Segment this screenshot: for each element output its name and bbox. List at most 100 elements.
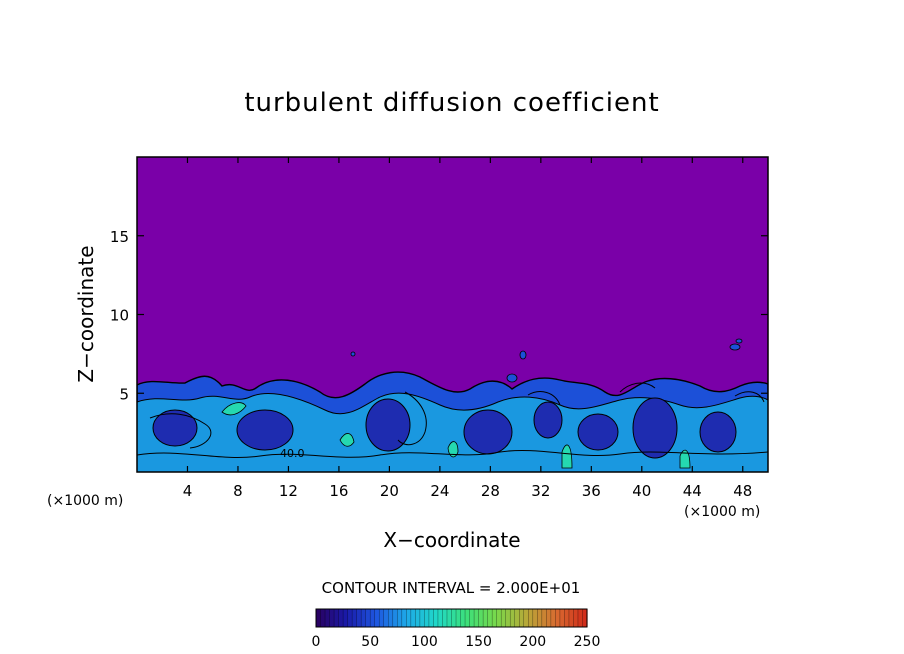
eddy-cores: [152, 397, 737, 459]
colorbar-swatch: [483, 609, 489, 627]
contour-line: [137, 449, 768, 459]
isolated-cell: [735, 338, 743, 344]
y-axis-ticks: 5 10 15: [110, 228, 768, 403]
colorbar-swatch: [325, 609, 331, 627]
colorbar-swatch: [370, 609, 376, 627]
contour-lines: [137, 382, 768, 459]
turbulent-layer-mid: [137, 392, 768, 472]
colorbar-swatch: [356, 609, 362, 627]
colorbar-swatch: [478, 609, 484, 627]
colorbar-swatch: [510, 609, 516, 627]
colorbar-swatch: [361, 609, 367, 627]
colorbar-swatch: [419, 609, 425, 627]
eddy-core: [152, 409, 198, 447]
colorbar-swatch: [433, 609, 439, 627]
colorbar-swatch: [577, 609, 584, 627]
y-tick-label: 10: [110, 307, 129, 325]
colorbar-swatch: [514, 609, 520, 627]
x-axis-unit-right: (×1000 m): [684, 504, 760, 520]
colorbar-tick-label: 100: [411, 634, 438, 650]
colorbar-swatch: [532, 609, 538, 627]
x-axis-label: X−coordinate: [383, 528, 520, 552]
chart-title: turbulent diffusion coefficient: [244, 88, 659, 118]
eddy-core: [699, 411, 737, 453]
eddy-core: [463, 409, 513, 455]
colorbar-tick-label: 200: [519, 634, 546, 650]
colorbar-swatch: [428, 609, 435, 627]
colorbar-swatch: [555, 609, 561, 627]
x-tick-label: 8: [233, 482, 243, 500]
colorbar-tick-label: 150: [465, 634, 492, 650]
colorbar-swatch: [474, 609, 480, 627]
colorbar-swatch: [460, 609, 466, 627]
colorbar-swatch: [568, 609, 575, 627]
isolated-cell: [519, 350, 527, 360]
x-tick-label: 4: [183, 482, 193, 500]
colorbar-swatch: [392, 609, 398, 627]
high-value-patch: [561, 444, 573, 469]
contour-line: [397, 391, 427, 446]
colorbar-swatch: [537, 609, 543, 627]
colorbar-swatch: [456, 609, 462, 627]
x-tick-label: 28: [481, 482, 500, 500]
contour-line: [527, 391, 561, 406]
colorbar-swatch: [469, 609, 475, 627]
colorbar-swatch: [564, 609, 570, 627]
x-tick-label: 12: [279, 482, 298, 500]
colorbar-swatch: [442, 609, 448, 627]
colorbar-swatch: [352, 609, 358, 627]
isolated-cell: [350, 351, 356, 357]
colorbar-swatch: [487, 609, 493, 627]
turbulence-field: [137, 338, 768, 472]
colorbar-swatch: [397, 609, 403, 627]
colorbar-swatch: [523, 609, 529, 627]
colorbar-swatch: [550, 609, 556, 627]
colorbar-swatch: [338, 609, 344, 627]
colorbar-swatch: [415, 609, 421, 627]
x-tick-label: 16: [329, 482, 348, 500]
colorbar-swatch: [379, 609, 385, 627]
colorbar-tick-label: 0: [312, 634, 321, 650]
x-tick-label: 20: [380, 482, 399, 500]
x-tick-label: 32: [531, 482, 550, 500]
eddy-core: [577, 413, 619, 451]
colorbar-swatch: [546, 609, 552, 627]
colorbar-swatch: [316, 609, 322, 627]
colorbar-swatch: [501, 609, 507, 627]
contour-interval-label: CONTOUR INTERVAL = 2.000E+01: [322, 579, 581, 597]
colorbar-swatch: [465, 609, 471, 627]
colorbar-swatch: [492, 609, 498, 627]
colorbar-swatch: [437, 609, 444, 627]
colorbar-swatch: [374, 609, 380, 627]
colorbar-swatch: [383, 609, 389, 627]
colorbar-tick-label: 250: [574, 634, 601, 650]
x-axis-ticks: 4 8 12 16 20 24 28 32 36 40 44 48: [183, 157, 752, 500]
colorbar-swatch: [541, 609, 547, 627]
colorbar-swatch: [582, 609, 588, 627]
isolated-cells: [350, 338, 743, 383]
colorbar-swatch: [406, 609, 412, 627]
colorbar-swatch: [347, 609, 353, 627]
colorbar-swatch: [519, 609, 525, 627]
x-tick-label: 44: [683, 482, 702, 500]
colorbar-swatch: [410, 609, 416, 627]
high-value-patch: [339, 433, 355, 447]
y-tick-label: 15: [110, 228, 129, 246]
colorbar-swatch: [559, 609, 566, 627]
contour-line: [734, 391, 765, 403]
colorbar-swatch: [365, 609, 371, 627]
colorbar-swatch: [505, 609, 511, 627]
colorbar-swatch: [496, 609, 502, 627]
x-tick-label: 48: [733, 482, 752, 500]
y-tick-label: 5: [119, 385, 129, 403]
contour-line: [619, 382, 656, 393]
colorbar-swatch: [329, 609, 335, 627]
eddy-core: [632, 397, 678, 459]
colorbar-swatch: [446, 609, 453, 627]
colorbar-swatch: [401, 609, 407, 627]
x-tick-label: 36: [582, 482, 601, 500]
high-value-patch: [221, 402, 247, 416]
colorbar-swatch: [320, 609, 326, 627]
isolated-cell: [729, 343, 741, 351]
